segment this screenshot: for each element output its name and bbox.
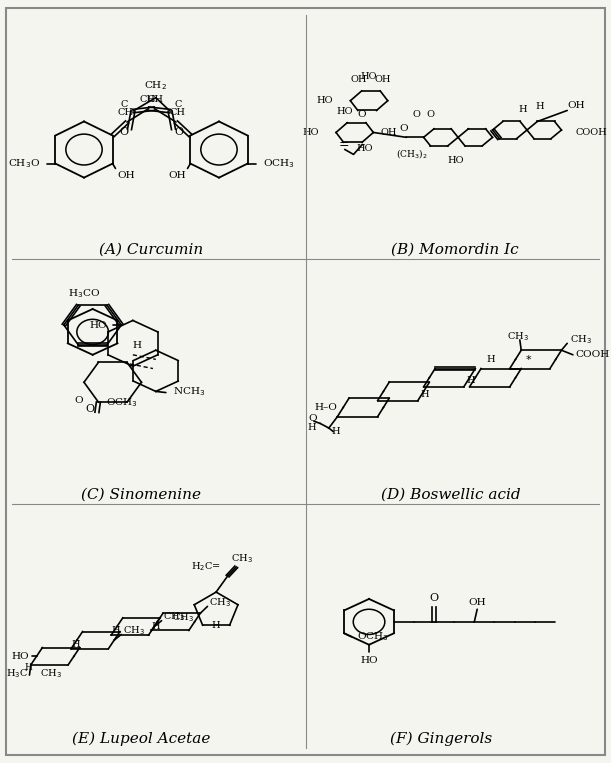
Text: O: O — [357, 110, 366, 118]
Text: OH: OH — [351, 76, 367, 85]
Text: (F) Gingerols: (F) Gingerols — [390, 732, 492, 745]
Text: H: H — [133, 341, 142, 350]
Text: H$_2$C=: H$_2$C= — [191, 560, 221, 573]
Text: HO: HO — [302, 128, 319, 137]
Text: OH: OH — [117, 171, 134, 180]
Text: (E) Lupeol Acetae: (E) Lupeol Acetae — [72, 732, 211, 745]
Text: CH$_3$: CH$_3$ — [163, 610, 185, 623]
Text: H: H — [152, 622, 160, 631]
Text: OH: OH — [169, 171, 186, 180]
Text: =: = — [338, 138, 349, 151]
Text: O: O — [309, 414, 317, 423]
Text: HO: HO — [316, 96, 333, 105]
Text: (B) Momordin Ic: (B) Momordin Ic — [392, 243, 519, 256]
Text: C: C — [120, 100, 128, 108]
Text: (CH$_3$)$_2$: (CH$_3$)$_2$ — [397, 147, 428, 160]
Text: HO: HO — [360, 656, 378, 665]
Text: CH: CH — [169, 108, 186, 118]
Text: H: H — [24, 664, 32, 672]
Text: O: O — [120, 127, 129, 137]
Text: CH$_3$: CH$_3$ — [40, 667, 61, 680]
Text: H: H — [307, 423, 316, 433]
Text: OH: OH — [469, 597, 486, 607]
Text: HO: HO — [360, 72, 378, 81]
Text: HO: HO — [89, 320, 107, 330]
Text: H: H — [467, 376, 475, 385]
Text: O: O — [174, 127, 183, 137]
Text: NCH$_3$: NCH$_3$ — [173, 385, 205, 398]
Text: OCH$_3$: OCH$_3$ — [106, 396, 137, 409]
Text: O: O — [85, 404, 94, 414]
Text: OH: OH — [567, 101, 585, 110]
Text: CH$_3$: CH$_3$ — [123, 624, 145, 637]
Text: O  O: O O — [412, 110, 434, 118]
Text: (C) Sinomenine: (C) Sinomenine — [81, 488, 202, 501]
Text: H: H — [519, 105, 527, 114]
Text: H: H — [211, 620, 220, 629]
Text: H: H — [71, 640, 79, 649]
Text: H$_3$C: H$_3$C — [6, 667, 28, 680]
Text: H$_3$CO: H$_3$CO — [68, 287, 100, 300]
Text: COOH: COOH — [576, 128, 607, 137]
Text: OH: OH — [381, 128, 397, 137]
Text: CH$_3$: CH$_3$ — [508, 330, 529, 343]
Text: OCH$_3$: OCH$_3$ — [263, 157, 295, 170]
Text: CH$_2$: CH$_2$ — [144, 79, 167, 92]
Text: HO: HO — [12, 652, 29, 661]
Text: H: H — [111, 626, 120, 636]
Text: C: C — [175, 100, 182, 108]
Text: OH: OH — [375, 76, 392, 85]
Text: O: O — [430, 594, 439, 604]
Text: O: O — [74, 396, 82, 405]
Text: H: H — [421, 390, 430, 399]
Text: CH$_3$O: CH$_3$O — [7, 157, 40, 170]
Text: HO: HO — [357, 143, 373, 153]
Text: (D) Boswellic acid: (D) Boswellic acid — [381, 488, 521, 501]
Text: CH$_3$: CH$_3$ — [209, 596, 231, 609]
Text: CH: CH — [117, 108, 134, 118]
Text: OCH$_3$: OCH$_3$ — [357, 630, 389, 642]
Text: CH$_3$: CH$_3$ — [231, 552, 253, 565]
Text: CH$_3$: CH$_3$ — [172, 612, 194, 624]
Text: HO: HO — [447, 156, 464, 165]
Text: CH: CH — [139, 95, 155, 104]
Text: H: H — [536, 102, 544, 111]
Text: CH: CH — [148, 95, 164, 104]
Text: CH$_3$: CH$_3$ — [570, 333, 592, 346]
Text: *: * — [525, 355, 531, 365]
Text: O: O — [399, 124, 408, 134]
Text: HO: HO — [336, 107, 353, 116]
Text: H: H — [332, 427, 340, 436]
Text: (A) Curcumin: (A) Curcumin — [100, 243, 203, 256]
Text: COOH: COOH — [576, 350, 610, 359]
Text: H: H — [487, 355, 496, 364]
Text: H–O: H–O — [315, 403, 337, 412]
